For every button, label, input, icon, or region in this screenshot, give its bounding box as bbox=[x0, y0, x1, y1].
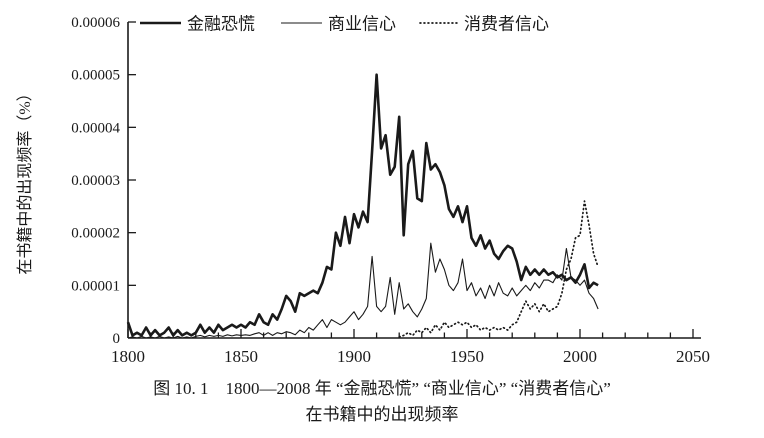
x-tick-label: 2000 bbox=[563, 347, 597, 366]
caption-line-2: 在书籍中的出现频率 bbox=[305, 404, 459, 424]
legend-label-consumer-confidence: 消费者信心 bbox=[464, 15, 549, 34]
legend: 金融恐慌 商业信心 消费者信心 bbox=[140, 15, 549, 34]
series-line-consumer-confidence bbox=[398, 200, 599, 338]
y-tick-label: 0.00006 bbox=[71, 15, 120, 31]
axes: 0 0.00001 0.00002 0.00003 0.00004 0.00005 0.00… bbox=[71, 15, 710, 366]
legend-label-financial-panic: 金融恐慌 bbox=[187, 15, 255, 34]
legend-item-financial-panic: 金融恐慌 bbox=[140, 15, 255, 34]
y-axis-title: 在书籍中的出现频率（%） bbox=[16, 85, 34, 274]
series-line-business-confidence bbox=[127, 242, 599, 339]
y-tick-label: 0.00001 bbox=[71, 278, 120, 294]
y-tick-label: 0.00002 bbox=[71, 226, 120, 242]
caption-line-1: 图 10. 1 1800—2008 年 “金融恐慌” “商业信心” “消费者信心… bbox=[153, 379, 611, 398]
legend-item-consumer-confidence: 消费者信心 bbox=[419, 15, 549, 34]
y-tick-label: 0 bbox=[113, 331, 121, 347]
x-tick-label: 1850 bbox=[224, 347, 258, 366]
series-line-financial-panic bbox=[126, 73, 599, 337]
x-tick-label: 2050 bbox=[676, 347, 710, 366]
y-tick-label: 0.00004 bbox=[71, 120, 120, 136]
y-tick-label: 0.00005 bbox=[71, 68, 120, 84]
x-tick-label: 1950 bbox=[450, 347, 484, 366]
y-tick-label: 0.00003 bbox=[71, 173, 120, 189]
legend-label-business-confidence: 商业信心 bbox=[328, 15, 396, 34]
legend-item-business-confidence: 商业信心 bbox=[281, 15, 396, 34]
frequency-line-chart: 在书籍中的出现频率（%） 0 0.00001 0.00002 0.00003 0.000… bbox=[16, 15, 710, 367]
figure-caption: 图 10. 1 1800—2008 年 “金融恐慌” “商业信心” “消费者信心… bbox=[0, 376, 764, 427]
series-lines bbox=[126, 73, 599, 339]
x-tick-label: 1800 bbox=[111, 347, 145, 366]
x-tick-label: 1900 bbox=[337, 347, 371, 366]
